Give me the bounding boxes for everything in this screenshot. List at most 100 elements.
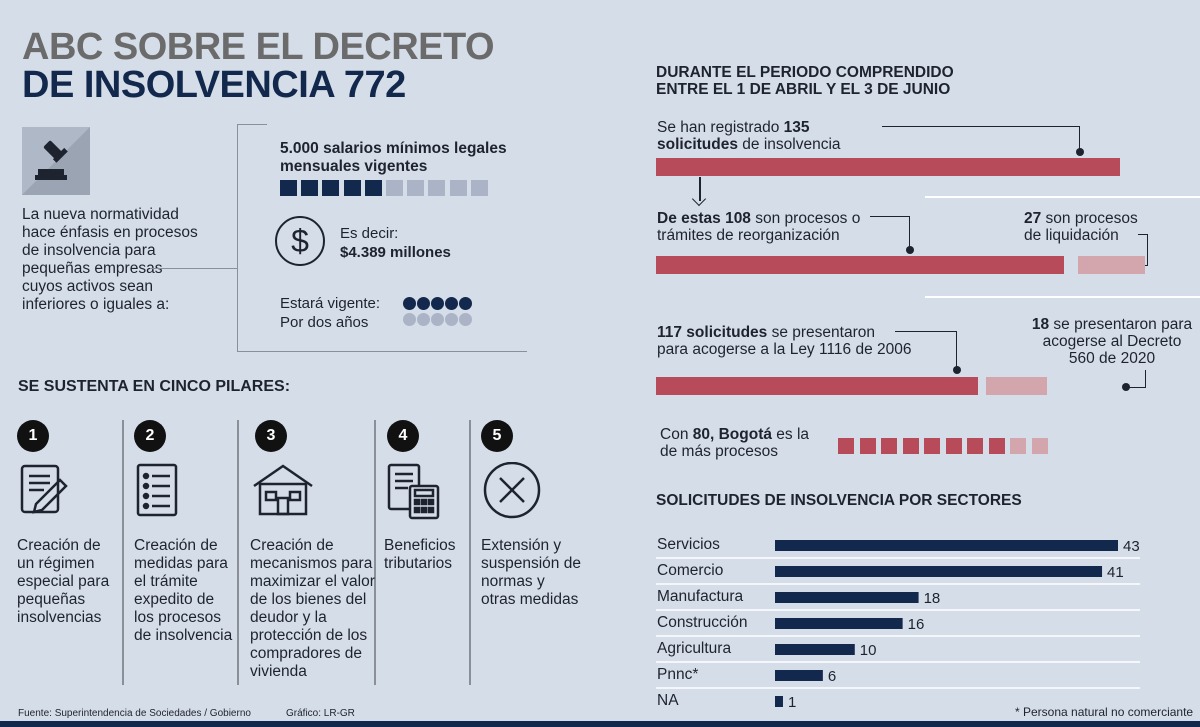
dollar-icon: $ [275, 216, 325, 266]
source: Fuente: Superintendencia de Sociedades /… [18, 708, 251, 719]
bogota-square [945, 438, 962, 454]
pilar-number: 3 [255, 420, 287, 452]
pilares-heading: SE SUSTENTA EN CINCO PILARES: [18, 378, 291, 395]
bottom-rule [0, 721, 1200, 727]
dec560-post: se presentaron para [1049, 316, 1193, 333]
sector-bar [775, 566, 1103, 577]
pilar-text: Creación de mecanismos para maximizar el… [250, 537, 375, 680]
category-label: Construcción [657, 614, 747, 631]
reorg-bold: De estas 108 [657, 210, 751, 227]
vigente-dot [417, 297, 430, 310]
value-label: 18 [924, 590, 941, 607]
bracket-left [237, 124, 238, 352]
vigente-dot [431, 313, 444, 326]
connector-dot [1076, 148, 1084, 156]
bogota-square [881, 438, 897, 454]
divider [237, 420, 239, 685]
sector-bar [775, 670, 823, 681]
total-pre: Se han registrado [657, 119, 784, 136]
bogota-square [924, 438, 940, 454]
value-label: 43 [1123, 538, 1140, 555]
pilar-text: Creación de un régimen especial para peq… [17, 537, 110, 626]
bogota-square [902, 438, 919, 454]
value-label: 1 [788, 694, 796, 711]
ley1116-text: 117 solicitudes se presentaron para acog… [657, 324, 912, 358]
salario-square [470, 180, 488, 196]
salario-square [386, 180, 403, 196]
ley1116-bold: 117 solicitudes [657, 324, 768, 341]
vigente-dot [445, 313, 458, 326]
dec560-text: 18 se presentaron para acogerse al Decre… [1024, 316, 1200, 367]
vigente-dot [459, 313, 472, 326]
sector-bar [775, 696, 783, 707]
connector [895, 331, 957, 369]
vigente-value: Por dos años [280, 314, 369, 331]
liq-text: 27 son procesos de liquidación [1024, 210, 1138, 244]
category-label: Agricultura [657, 640, 731, 657]
salario-square [364, 180, 382, 196]
connector [1128, 370, 1146, 388]
category-label: NA [657, 692, 679, 709]
liq-post: son procesos [1041, 210, 1138, 227]
vigente-dot [459, 297, 472, 310]
title-line2: DE INSOLVENCIA 772 [22, 64, 406, 106]
value-label: 10 [860, 642, 877, 659]
credit: Gráfico: LR-GR [286, 708, 355, 719]
category-label: Servicios [657, 536, 720, 553]
house-icon [250, 462, 316, 523]
bracket-connector [150, 268, 237, 269]
salario-square [343, 180, 361, 196]
vigente-dot [417, 313, 430, 326]
liq-line2: de liquidación [1024, 227, 1119, 244]
bogota-squares [838, 438, 1058, 456]
bogota-square [967, 438, 983, 454]
separator [925, 296, 1200, 298]
category-label: Manufactura [657, 588, 744, 605]
periodo-heading-2: ENTRE EL 1 DE ABRIL Y EL 3 DE JUNIO [656, 81, 951, 98]
bogota-square [1010, 438, 1026, 454]
es-decir-value: $4.389 millones [340, 244, 451, 261]
total-num: 135 [783, 119, 810, 136]
bogota-pre: Con [660, 426, 693, 443]
divider [469, 420, 471, 685]
ley1116-line2: para acogerse a la Ley 1116 de 2006 [657, 341, 912, 358]
dec560-bold: 18 [1031, 316, 1050, 333]
vigente-dot [431, 297, 444, 310]
bar-total [656, 158, 1120, 176]
bogota-post: es la [771, 426, 810, 443]
value-label: 16 [908, 616, 925, 633]
pilar-number: 5 [481, 420, 513, 452]
vigente-dots [403, 297, 483, 329]
vigente-dot [445, 297, 458, 310]
chart-title: SOLICITUDES DE INSOLVENCIA POR SECTORES [656, 492, 1022, 509]
bogota-square [859, 438, 876, 454]
bogota-bold: 80, Bogotá [692, 426, 772, 443]
salarios-label: 5.000 salarios mínimos legales mensuales… [280, 140, 507, 175]
es-decir: Es decir: $4.389 millones [340, 224, 451, 262]
separator [925, 196, 1200, 198]
reorg-text: De estas 108 son procesos o trámites de … [657, 210, 860, 244]
reorg-post: son procesos o [750, 210, 861, 227]
gavel-icon [22, 127, 90, 195]
value-label: 6 [828, 668, 836, 685]
connector-dot [906, 246, 914, 254]
periodo-heading-1: DURANTE EL PERIODO COMPRENDIDO [656, 64, 954, 81]
liq-bold: 27 [1024, 210, 1042, 227]
total-post: de insolvencia [737, 136, 841, 153]
bracket-bottom [237, 351, 527, 352]
contract-icon [16, 462, 72, 523]
pilar-text: Extensión y suspensión de normas y otras… [481, 537, 581, 608]
connector-dot [953, 366, 961, 374]
vigente-dot [403, 297, 416, 310]
pilar-text: Beneficios tributarios [384, 537, 456, 572]
sector-bar-chart: Servicios 43 Comercio 41 Manufactura 18 Constr… [656, 536, 1140, 711]
bogota-square [838, 438, 854, 454]
dec560-line2: acogerse al Decreto [1042, 333, 1182, 350]
divider [374, 420, 376, 685]
salario-square [280, 180, 297, 196]
bogota-line2: de más procesos [660, 443, 779, 460]
dec560-line3: 560 de 2020 [1068, 350, 1156, 367]
intro-text: La nueva normatividad hace énfasis en pr… [22, 206, 198, 313]
connector-dot [1122, 383, 1130, 391]
reorg-line2: trámites de reorganización [657, 227, 840, 244]
